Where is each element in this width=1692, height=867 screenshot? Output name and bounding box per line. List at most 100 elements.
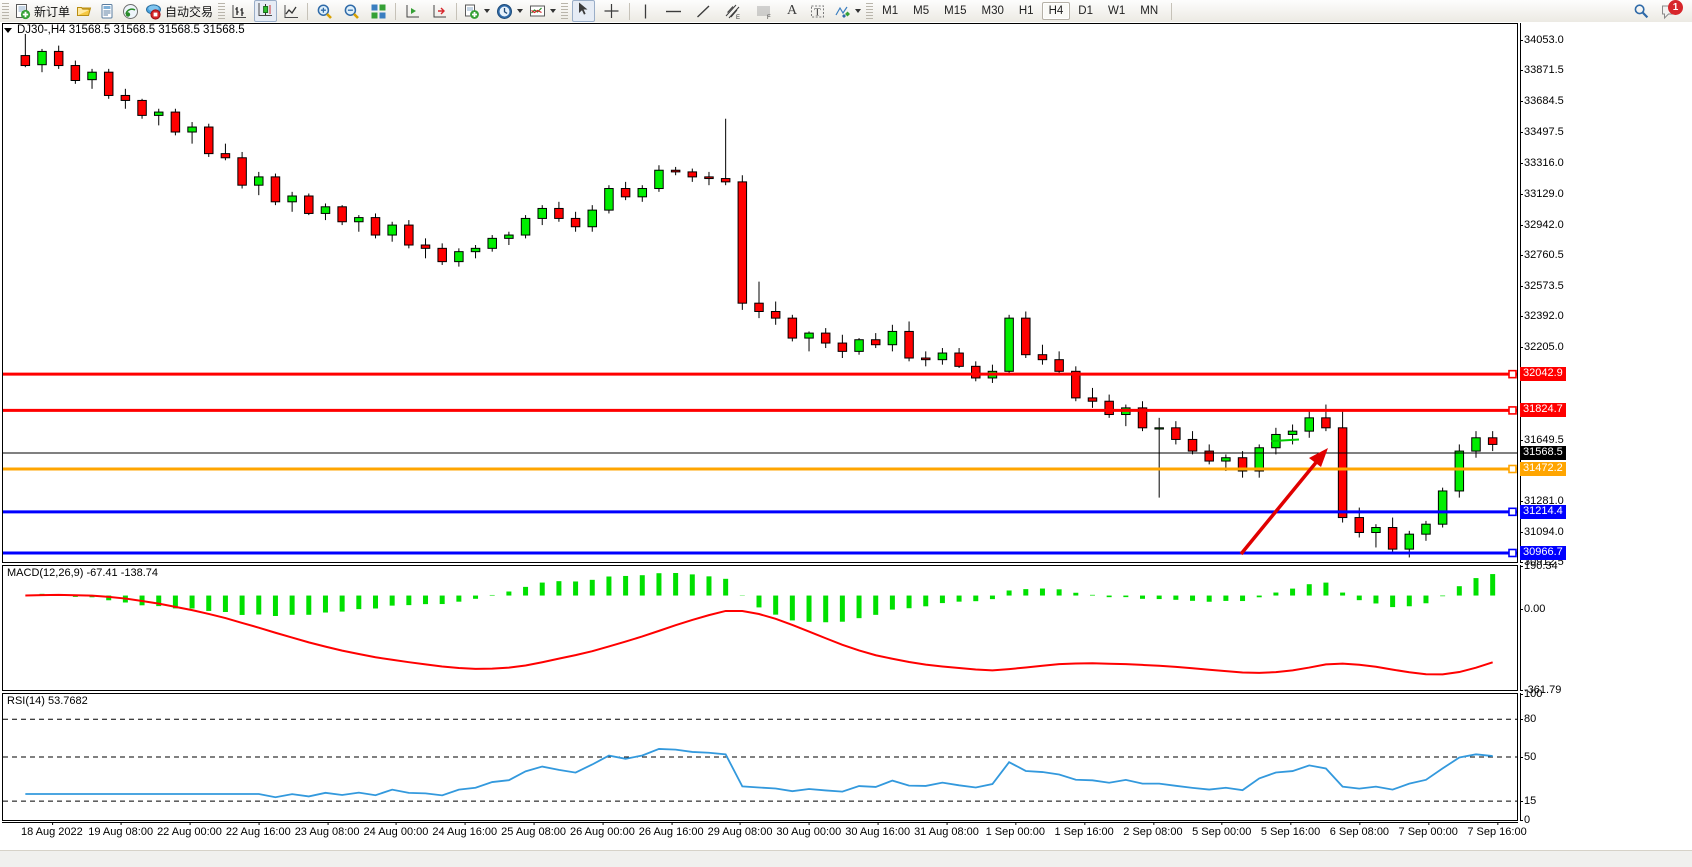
price-scale[interactable]: 34053.0 33871.5 33684.5 33497.5 33316.0 33129… [1519, 23, 1690, 826]
price-pane[interactable] [2, 23, 1518, 563]
candle [820, 328, 831, 349]
shift-end-icon[interactable] [404, 3, 421, 20]
macd-plot [3, 566, 1517, 690]
zoom-in-icon[interactable] [316, 3, 333, 20]
candle [87, 68, 97, 89]
templates-button[interactable] [526, 1, 559, 21]
toolbar-grip-4[interactable] [866, 2, 874, 20]
label-icon[interactable]: T [809, 3, 826, 20]
timeframe-h1[interactable]: H1 [1018, 5, 1034, 17]
indicators-button[interactable] [460, 1, 493, 21]
time-tick: 30 Aug 00:00 [776, 822, 842, 838]
alerts-icon[interactable]: 1 [1660, 0, 1683, 21]
timeframe-m5[interactable]: M5 [913, 5, 930, 17]
price-tick: 33684.5 [1520, 95, 1564, 108]
fibonacci-icon[interactable]: F [755, 3, 774, 20]
chevron-down-icon-2[interactable] [517, 9, 524, 13]
timeframe-m15[interactable]: M15 [944, 5, 967, 17]
equidistant-channel-icon[interactable]: E [724, 3, 743, 20]
price-tick: 32392.0 [1520, 310, 1564, 323]
candle [137, 98, 147, 119]
tile-windows-icon[interactable] [370, 3, 387, 20]
time-tick: 31 Aug 08:00 [914, 822, 979, 838]
time-tick: 23 Aug 08:00 [294, 822, 360, 838]
candle [187, 122, 197, 144]
svg-text:F: F [767, 15, 771, 20]
cursor-icon[interactable] [572, 0, 596, 22]
price-label-support[interactable]: 30966.7 [1520, 545, 1566, 560]
candle [237, 151, 247, 189]
period-button[interactable] [493, 1, 526, 21]
macd-pane[interactable]: MACD(12,26,9) -67.41 -138.74 [2, 565, 1518, 691]
price-tick: 32942.0 [1520, 218, 1564, 231]
time-tick: 24 Aug 00:00 [363, 822, 429, 838]
search-icon[interactable] [1633, 3, 1650, 20]
candle [1021, 311, 1031, 359]
candle [370, 213, 381, 239]
candle [904, 321, 914, 362]
text-icon[interactable]: A [787, 3, 798, 18]
rsi-label: RSI(14) 53.7682 [7, 695, 88, 707]
shapes-button[interactable] [831, 1, 864, 21]
chevron-down-icon-symbol[interactable] [4, 27, 12, 33]
timeframe-m30[interactable]: M30 [981, 5, 1004, 17]
candle [604, 185, 614, 214]
time-tick: 6 Sep 08:00 [1329, 822, 1390, 838]
toolbar-grip[interactable] [2, 2, 9, 20]
time-tick: 1 Sep 16:00 [1054, 822, 1114, 838]
candle [670, 166, 681, 176]
hline-icon[interactable] [664, 3, 683, 20]
time-tick: 1 Sep 00:00 [985, 822, 1045, 838]
candlestick-icon[interactable] [254, 0, 278, 22]
price-label-support[interactable]: 31214.4 [1520, 504, 1566, 519]
timeframe-d1[interactable]: D1 [1078, 5, 1093, 17]
chevron-down-icon-4[interactable] [855, 9, 862, 13]
candle [387, 221, 397, 242]
price-label-pivot[interactable]: 31472.2 [1520, 461, 1566, 476]
toolbar-grip-3[interactable] [561, 2, 569, 20]
candle [1004, 314, 1014, 375]
auto-scroll-icon[interactable] [431, 3, 448, 20]
chart-area[interactable]: DJ30-,H4 31568.5 31568.5 31568.5 31568.5… [0, 22, 1692, 867]
trendline-icon[interactable] [695, 3, 712, 20]
chevron-down-icon[interactable] [484, 9, 491, 13]
time-tick: 26 Aug 16:00 [638, 822, 704, 838]
toolbar-grip-2[interactable] [218, 2, 226, 20]
candle [1304, 411, 1314, 438]
price-tick: 31281.0 [1520, 494, 1564, 507]
bar-chart-icon[interactable] [231, 3, 248, 20]
signal-icon[interactable] [122, 3, 139, 20]
rsi-tick: 15 [1519, 795, 1537, 808]
svg-text:T: T [814, 6, 821, 18]
timeframe-h4[interactable]: H4 [1041, 2, 1071, 20]
terminal-icon[interactable] [99, 3, 116, 20]
candle [1071, 366, 1081, 402]
rsi-plot [3, 694, 1517, 820]
new-order-icon [14, 3, 31, 20]
price-plot[interactable] [3, 24, 1517, 562]
folder-icon[interactable] [76, 3, 93, 20]
line-chart-icon[interactable] [283, 3, 300, 20]
period-icon [496, 3, 513, 20]
rsi-pane[interactable]: RSI(14) 53.7682 [2, 693, 1518, 821]
zoom-out-icon[interactable] [343, 3, 360, 20]
timeframe-w1[interactable]: W1 [1107, 5, 1126, 17]
auto-trading-button[interactable]: 自动交易 [142, 1, 216, 21]
trend-arrow-annotation[interactable] [1239, 448, 1328, 556]
indicators-icon [463, 3, 480, 20]
candle [1454, 444, 1465, 498]
candle [554, 201, 564, 222]
candle [1137, 401, 1148, 432]
chevron-down-icon-3[interactable] [550, 9, 557, 13]
price-label-resistance[interactable]: 32042.9 [1520, 367, 1566, 382]
vline-icon[interactable] [639, 3, 652, 20]
candle [1421, 520, 1431, 541]
candle [170, 108, 181, 136]
new-order-button[interactable]: 新订单 [11, 1, 73, 21]
price-label-current-price[interactable]: 31568.5 [1520, 445, 1566, 460]
crosshair-icon[interactable] [603, 3, 620, 20]
candle [1087, 387, 1098, 408]
timeframe-m1[interactable]: M1 [882, 5, 899, 17]
timeframe-mn[interactable]: MN [1140, 5, 1159, 17]
price-label-resistance[interactable]: 31824.7 [1520, 403, 1566, 418]
